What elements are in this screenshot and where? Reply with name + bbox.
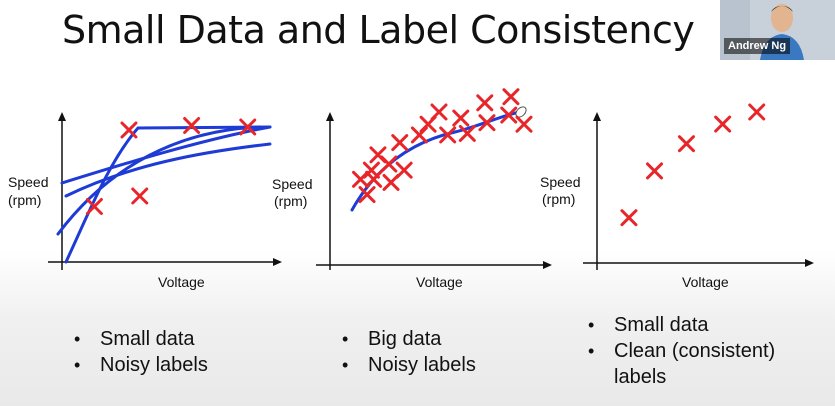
- x-mark-stroke: [395, 161, 413, 179]
- data-point-x-mark: [714, 115, 732, 133]
- scatter-marks: [85, 117, 257, 215]
- x-mark-stroke: [430, 103, 448, 121]
- data-point-x-mark: [85, 198, 103, 215]
- data-point-x-mark: [358, 186, 376, 204]
- x-mark-stroke: [458, 124, 476, 142]
- x-mark-stroke: [500, 106, 518, 124]
- x-mark-stroke: [478, 114, 496, 132]
- scatter-marks: [352, 88, 533, 204]
- x-mark-stroke: [183, 117, 201, 134]
- x-axis-arrow: [805, 259, 814, 267]
- x-mark-stroke: [452, 109, 470, 127]
- x-mark-stroke: [391, 134, 409, 152]
- x-mark-stroke: [358, 186, 376, 204]
- presenter-video: Andrew Ng: [720, 0, 835, 60]
- data-point-x-mark: [395, 161, 413, 179]
- bullet-list-small-noisy: Small data Noisy labels: [74, 326, 208, 378]
- data-point-x-mark: [620, 209, 638, 227]
- data-point-x-mark: [131, 187, 149, 205]
- data-point-x-mark: [183, 117, 201, 134]
- axes: [316, 112, 552, 270]
- y-axis-label: Speed: [8, 174, 48, 190]
- data-point-x-mark: [458, 124, 476, 142]
- x-mark-stroke: [120, 121, 138, 139]
- x-mark-stroke: [502, 88, 520, 106]
- x-mark-stroke: [239, 118, 257, 136]
- x-axis-arrow: [273, 258, 282, 266]
- x-mark-stroke: [362, 161, 380, 179]
- data-point-x-mark: [515, 115, 533, 133]
- x-axis-label: Voltage: [158, 274, 205, 290]
- y-axis-arrow: [326, 112, 334, 121]
- data-point-x-mark: [391, 134, 409, 152]
- x-mark-stroke: [439, 126, 457, 144]
- y-axis-label: Speed: [540, 174, 580, 190]
- data-point-x-mark: [430, 103, 448, 121]
- fit-curve: [64, 142, 272, 198]
- x-axis-label: Voltage: [416, 274, 463, 290]
- data-point-x-mark: [478, 114, 496, 132]
- x-mark-stroke: [515, 115, 533, 133]
- axes: [583, 112, 814, 270]
- x-mark-stroke: [369, 146, 387, 164]
- bullet-item: Noisy labels: [342, 352, 476, 378]
- x-mark-stroke: [380, 155, 398, 173]
- data-point-x-mark: [380, 155, 398, 173]
- x-mark-stroke: [677, 135, 695, 153]
- bullet-item: Big data: [342, 326, 476, 352]
- data-point-x-mark: [500, 106, 518, 124]
- y-axis-label: Speed: [272, 176, 312, 192]
- x-mark-stroke: [131, 187, 149, 205]
- y-axis-label: (rpm): [274, 193, 307, 209]
- x-mark-stroke: [646, 162, 664, 180]
- bullet-item: Clean (consistent) labels: [588, 338, 828, 390]
- scatter-marks: [620, 103, 766, 227]
- x-mark-stroke: [382, 173, 400, 191]
- data-point-x-mark: [748, 103, 766, 121]
- x-mark-stroke: [476, 94, 494, 112]
- bullet-item: Small data: [74, 326, 208, 352]
- fit-curve: [56, 125, 262, 236]
- x-mark-stroke: [365, 170, 383, 188]
- x-mark-stroke: [714, 115, 732, 133]
- x-axis-label: Voltage: [682, 274, 729, 290]
- y-axis-arrow: [593, 112, 601, 121]
- data-point-x-mark: [476, 94, 494, 112]
- data-point-x-mark: [452, 109, 470, 127]
- data-point-x-mark: [502, 88, 520, 106]
- data-point-x-mark: [382, 173, 400, 191]
- bullet-item: Small data: [588, 312, 828, 338]
- slide-title: Small Data and Label Consistency: [62, 8, 695, 52]
- y-axis-label: (rpm): [8, 192, 41, 208]
- y-axis-label: (rpm): [542, 191, 575, 207]
- bullet-list-small-clean: Small data Clean (consistent) labels: [588, 312, 828, 390]
- data-point-x-mark: [677, 135, 695, 153]
- x-mark-stroke: [620, 209, 638, 227]
- data-point-x-mark: [439, 126, 457, 144]
- x-mark-stroke: [85, 198, 103, 215]
- bullet-item: Noisy labels: [74, 352, 208, 378]
- data-point-x-mark: [365, 170, 383, 188]
- data-point-x-mark: [646, 162, 664, 180]
- data-point-x-mark: [239, 118, 257, 136]
- y-axis-arrow: [58, 112, 66, 121]
- axes: [48, 112, 282, 270]
- x-axis-arrow: [543, 261, 552, 269]
- presenter-name-label: Andrew Ng: [724, 38, 791, 54]
- x-mark-stroke: [748, 103, 766, 121]
- bullet-list-big-noisy: Big data Noisy labels: [342, 326, 476, 378]
- data-point-x-mark: [120, 121, 138, 139]
